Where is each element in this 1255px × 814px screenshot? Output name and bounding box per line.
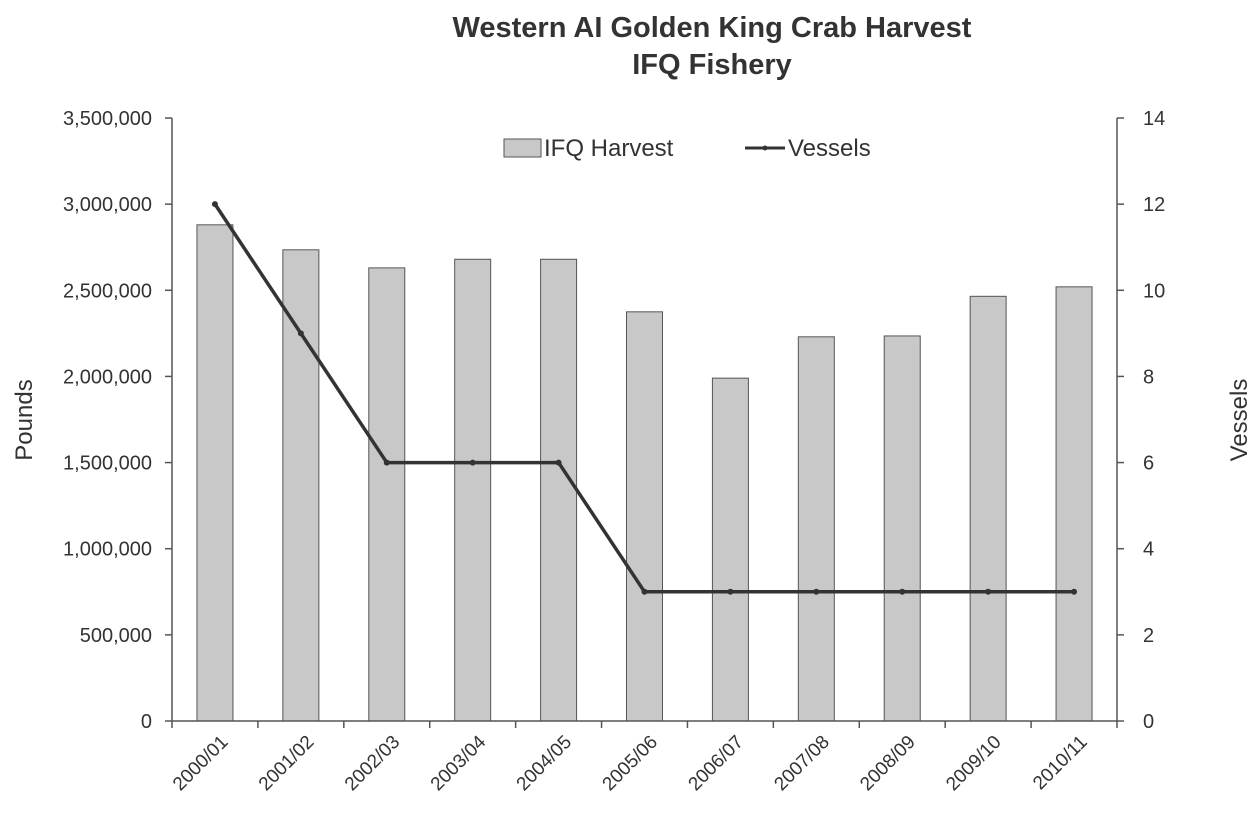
y-tick-label: 3,500,000	[63, 108, 152, 130]
point-vessels	[555, 459, 562, 466]
y2-tick-label: 12	[1143, 194, 1165, 216]
bar-ifq-harvest	[196, 224, 234, 722]
x-tick-label: 2010/11	[1029, 732, 1091, 794]
y-tick-label: 0	[141, 711, 152, 733]
point-vessels	[641, 588, 648, 595]
bar-ifq-harvest	[626, 311, 663, 722]
x-tick-label: 2007/08	[770, 732, 833, 795]
x-tick-label: 2004/05	[513, 732, 576, 795]
y-tick-label: 3,000,000	[63, 194, 152, 216]
bar-ifq-harvest	[883, 335, 921, 722]
y-tick-label: 2,000,000	[63, 366, 152, 388]
legend-label-vessels: Vessels	[788, 135, 871, 162]
y2-tick-label: 2	[1143, 625, 1154, 647]
y-axis-title: Pounds	[11, 379, 38, 460]
point-vessels	[899, 588, 906, 595]
legend: IFQ Harvest Vessels	[503, 135, 871, 162]
y2-tick-label: 14	[1143, 108, 1165, 130]
bar-ifq-harvest	[711, 377, 749, 722]
x-tick-label: 2000/01	[169, 732, 232, 795]
bars-layer	[196, 224, 1093, 722]
legend-marker-vessels	[762, 145, 768, 151]
y-tick-label: 1,000,000	[63, 539, 152, 561]
y2-tick-label: 4	[1143, 539, 1154, 561]
bar-ifq-harvest	[1055, 286, 1093, 722]
y2-tick-label: 10	[1143, 280, 1165, 302]
bar-ifq-harvest	[969, 295, 1007, 722]
bar-ifq-harvest	[454, 258, 492, 722]
point-vessels	[469, 459, 476, 466]
legend-swatch-ifq-harvest	[503, 138, 542, 158]
x-tick-label: 2009/10	[942, 732, 1005, 795]
y-tick-label: 2,500,000	[63, 280, 152, 302]
x-tick-label: 2006/07	[685, 732, 748, 795]
point-vessels	[985, 588, 992, 595]
bar-ifq-harvest	[540, 258, 578, 722]
y-tick-label: 500,000	[80, 625, 152, 647]
y-tick-label: 1,500,000	[63, 453, 152, 475]
bar-ifq-harvest	[368, 267, 406, 722]
x-tick-label: 2003/04	[427, 731, 491, 795]
line-layer	[211, 201, 1078, 595]
y2-tick-label: 8	[1143, 366, 1154, 388]
x-tick-label: 2002/03	[341, 732, 404, 795]
bar-ifq-harvest	[282, 249, 320, 722]
point-vessels	[383, 459, 390, 466]
point-vessels	[1071, 588, 1078, 595]
point-vessels	[813, 588, 820, 595]
point-vessels	[727, 588, 734, 595]
legend-label-ifq-harvest: IFQ Harvest	[544, 135, 674, 162]
x-tick-label: 2005/06	[599, 732, 662, 795]
x-tick-label: 2008/09	[856, 732, 919, 795]
x-tick-label: 2001/02	[255, 732, 318, 795]
y2-axis-title: Vessels	[1226, 379, 1253, 462]
y2-tick-label: 0	[1143, 711, 1154, 733]
point-vessels	[297, 330, 304, 337]
y2-tick-label: 6	[1143, 453, 1154, 475]
chart-title: Western AI Golden King Crab Harvest	[453, 12, 972, 44]
chart-subtitle: IFQ Fishery	[632, 49, 792, 81]
point-vessels	[211, 201, 218, 208]
bar-ifq-harvest	[797, 336, 835, 722]
